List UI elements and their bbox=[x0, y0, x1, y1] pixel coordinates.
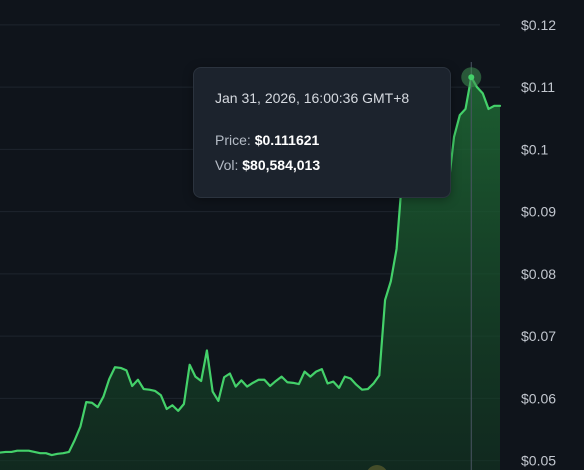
data-point bbox=[459, 114, 461, 116]
data-point bbox=[367, 388, 369, 390]
data-point bbox=[465, 108, 467, 110]
data-point bbox=[332, 381, 334, 383]
data-point bbox=[286, 381, 288, 383]
data-point bbox=[269, 385, 271, 387]
data-point bbox=[97, 406, 99, 408]
data-point bbox=[120, 367, 122, 369]
data-point bbox=[51, 454, 53, 456]
data-point bbox=[378, 374, 380, 376]
data-point bbox=[281, 376, 283, 378]
data-point bbox=[373, 382, 375, 384]
data-point bbox=[212, 391, 214, 393]
data-point bbox=[235, 386, 237, 388]
data-point bbox=[160, 394, 162, 396]
data-point bbox=[499, 105, 501, 107]
data-point bbox=[223, 376, 225, 378]
data-point bbox=[304, 371, 306, 373]
data-point bbox=[453, 136, 455, 138]
data-point bbox=[315, 371, 317, 373]
tooltip-date: Jan 31, 2026, 16:00:36 GMT+8 bbox=[215, 90, 410, 106]
data-point bbox=[263, 379, 265, 381]
data-point bbox=[16, 450, 18, 452]
tooltip-price-value: $0.111621 bbox=[254, 132, 320, 148]
data-point bbox=[28, 450, 30, 452]
data-point bbox=[91, 402, 93, 404]
data-point bbox=[309, 376, 311, 378]
hover-point bbox=[468, 74, 475, 81]
data-point bbox=[56, 453, 58, 455]
data-point bbox=[189, 364, 191, 366]
data-point bbox=[217, 400, 219, 402]
y-tick-label: $0.06 bbox=[521, 390, 556, 406]
data-point bbox=[166, 408, 168, 410]
data-point bbox=[327, 382, 329, 384]
data-point bbox=[258, 379, 260, 381]
data-point bbox=[114, 366, 116, 368]
price-area-fill bbox=[0, 77, 500, 470]
data-point bbox=[240, 379, 242, 381]
data-point bbox=[85, 401, 87, 403]
data-point bbox=[194, 376, 196, 378]
data-point bbox=[292, 382, 294, 384]
chart-tooltip: Jan 31, 2026, 16:00:36 GMT+8 Price: $0.1… bbox=[193, 67, 451, 198]
tooltip-vol-label: Vol: bbox=[215, 157, 239, 173]
data-point bbox=[137, 379, 139, 381]
data-point bbox=[321, 368, 323, 370]
bottom-marker bbox=[367, 465, 387, 470]
tooltip-vol-value: $80,584,013 bbox=[242, 157, 321, 173]
tooltip-price-label: Price: bbox=[215, 132, 251, 148]
data-point bbox=[68, 451, 70, 453]
data-point bbox=[33, 451, 35, 453]
data-point bbox=[131, 385, 133, 387]
data-point bbox=[206, 349, 208, 351]
tooltip-vol-row: Vol: $80,584,013 bbox=[215, 156, 450, 174]
data-point bbox=[344, 376, 346, 378]
y-axis-ticks: $0.12 $0.11 $0.1 $0.09 $0.08 $0.07 $0.06 $0.05 bbox=[521, 17, 556, 469]
data-point bbox=[74, 439, 76, 441]
data-point bbox=[5, 451, 7, 453]
data-point bbox=[396, 248, 398, 250]
data-point bbox=[171, 404, 173, 406]
data-point bbox=[183, 403, 185, 405]
data-point bbox=[361, 389, 363, 391]
y-tick-label: $0.08 bbox=[521, 266, 556, 282]
data-point bbox=[298, 383, 300, 385]
data-point bbox=[275, 380, 277, 382]
data-point bbox=[10, 451, 12, 453]
data-point bbox=[22, 450, 24, 452]
y-tick-label: $0.11 bbox=[521, 79, 555, 95]
data-point bbox=[143, 388, 145, 390]
y-tick-label: $0.05 bbox=[521, 453, 556, 469]
data-point bbox=[102, 396, 104, 398]
data-point bbox=[45, 452, 47, 454]
data-point bbox=[488, 108, 490, 110]
data-point bbox=[62, 452, 64, 454]
tooltip-price-row: Price: $0.111621 bbox=[215, 131, 450, 149]
y-tick-label: $0.09 bbox=[521, 204, 556, 220]
data-point bbox=[148, 389, 150, 391]
data-point bbox=[482, 92, 484, 94]
data-point bbox=[177, 410, 179, 412]
data-point bbox=[384, 299, 386, 301]
data-point bbox=[390, 280, 392, 282]
data-point bbox=[355, 384, 357, 386]
data-point bbox=[246, 386, 248, 388]
data-point bbox=[39, 452, 41, 454]
data-point bbox=[476, 86, 478, 88]
data-point bbox=[154, 390, 156, 392]
data-point bbox=[252, 382, 254, 384]
data-point bbox=[350, 377, 352, 379]
y-tick-label: $0.12 bbox=[521, 17, 556, 33]
data-point bbox=[108, 378, 110, 380]
y-tick-label: $0.1 bbox=[521, 141, 548, 157]
data-point bbox=[493, 105, 495, 107]
data-point bbox=[200, 380, 202, 382]
y-tick-label: $0.07 bbox=[521, 328, 556, 344]
data-point bbox=[229, 373, 231, 375]
data-point bbox=[79, 425, 81, 427]
data-point bbox=[125, 369, 127, 371]
data-point bbox=[338, 387, 340, 389]
